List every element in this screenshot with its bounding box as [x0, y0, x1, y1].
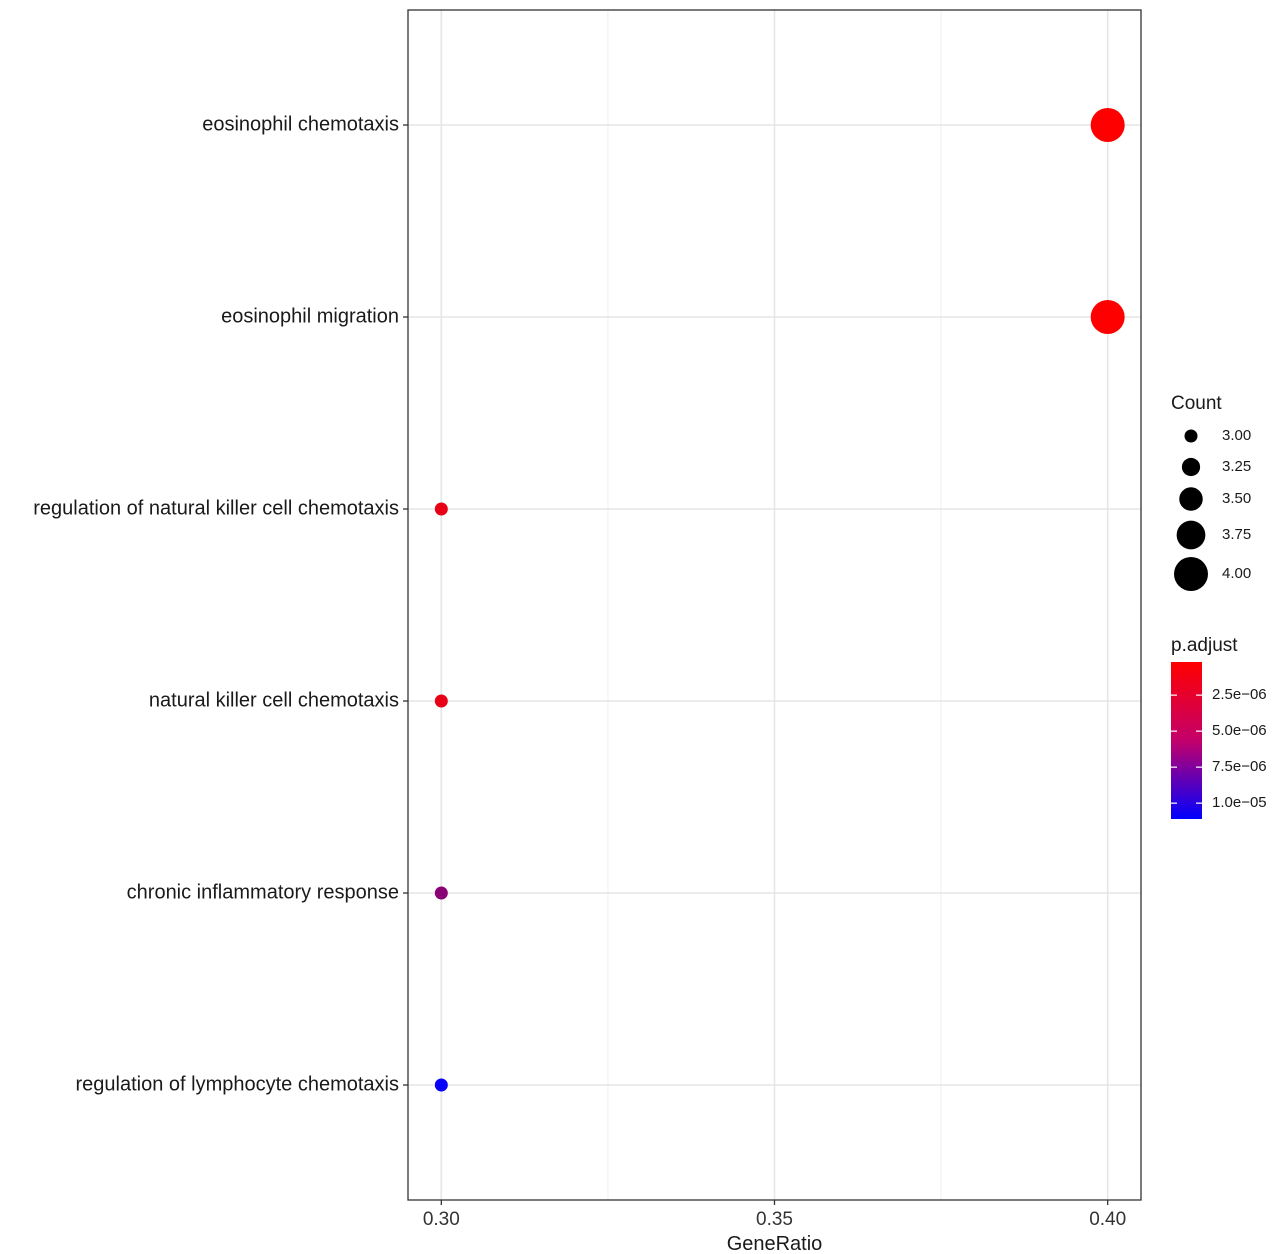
y-tick-label: regulation of natural killer cell chemot…: [33, 497, 399, 519]
count-legend-label: 3.25: [1222, 458, 1251, 475]
count-legend-label: 3.00: [1222, 427, 1251, 444]
count-legend-key: [1179, 487, 1203, 511]
y-tick-label: regulation of lymphocyte chemotaxis: [76, 1073, 400, 1095]
x-axis-title: GeneRatio: [727, 1233, 823, 1254]
count-legend-title: Count: [1171, 393, 1222, 414]
count-legend-label: 3.50: [1222, 490, 1251, 507]
y-tick-label: chronic inflammatory response: [127, 881, 399, 903]
data-point: [434, 694, 448, 708]
x-tick-label: 0.40: [1089, 1209, 1126, 1230]
y-axis-labels: eosinophil chemotaxis eosinophil migratio…: [33, 113, 408, 1095]
data-point: [434, 1078, 448, 1092]
y-tick-label: natural killer cell chemotaxis: [149, 689, 399, 711]
x-tick-label: 0.35: [756, 1209, 793, 1230]
y-tick-label: eosinophil migration: [221, 305, 399, 327]
data-point: [1090, 108, 1125, 142]
y-tick-label: eosinophil chemotaxis: [202, 113, 399, 135]
count-legend-key: [1184, 429, 1198, 443]
p-adjust-legend-label: 2.5e−06: [1212, 686, 1267, 703]
x-tick-label: 0.30: [423, 1209, 460, 1230]
grid-lines: [408, 10, 1141, 1200]
data-point: [1090, 300, 1125, 334]
count-legend-key: [1181, 457, 1201, 477]
count-legend-key: [1174, 557, 1208, 591]
count-legend: Count 3.00 3.25 3.50 3.75 4.00: [1171, 393, 1251, 591]
count-legend-label: 3.75: [1222, 526, 1251, 543]
data-point: [434, 502, 448, 516]
p-adjust-legend-label: 1.0e−05: [1212, 794, 1267, 811]
x-axis-labels: 0.30 0.35 0.40: [423, 1200, 1126, 1230]
p-adjust-legend-label: 7.5e−06: [1212, 758, 1267, 775]
data-point: [434, 886, 448, 900]
p-adjust-colorbar: [1171, 662, 1202, 819]
p-adjust-legend-label: 5.0e−06: [1212, 722, 1267, 739]
p-adjust-legend: p.adjust 2.5e−06 5.0e−06 7.5e−06 1.0e−05: [1171, 635, 1267, 819]
count-legend-key: [1176, 520, 1206, 550]
count-legend-label: 4.00: [1222, 565, 1251, 582]
data-points: [434, 108, 1125, 1092]
p-adjust-legend-title: p.adjust: [1171, 635, 1238, 656]
